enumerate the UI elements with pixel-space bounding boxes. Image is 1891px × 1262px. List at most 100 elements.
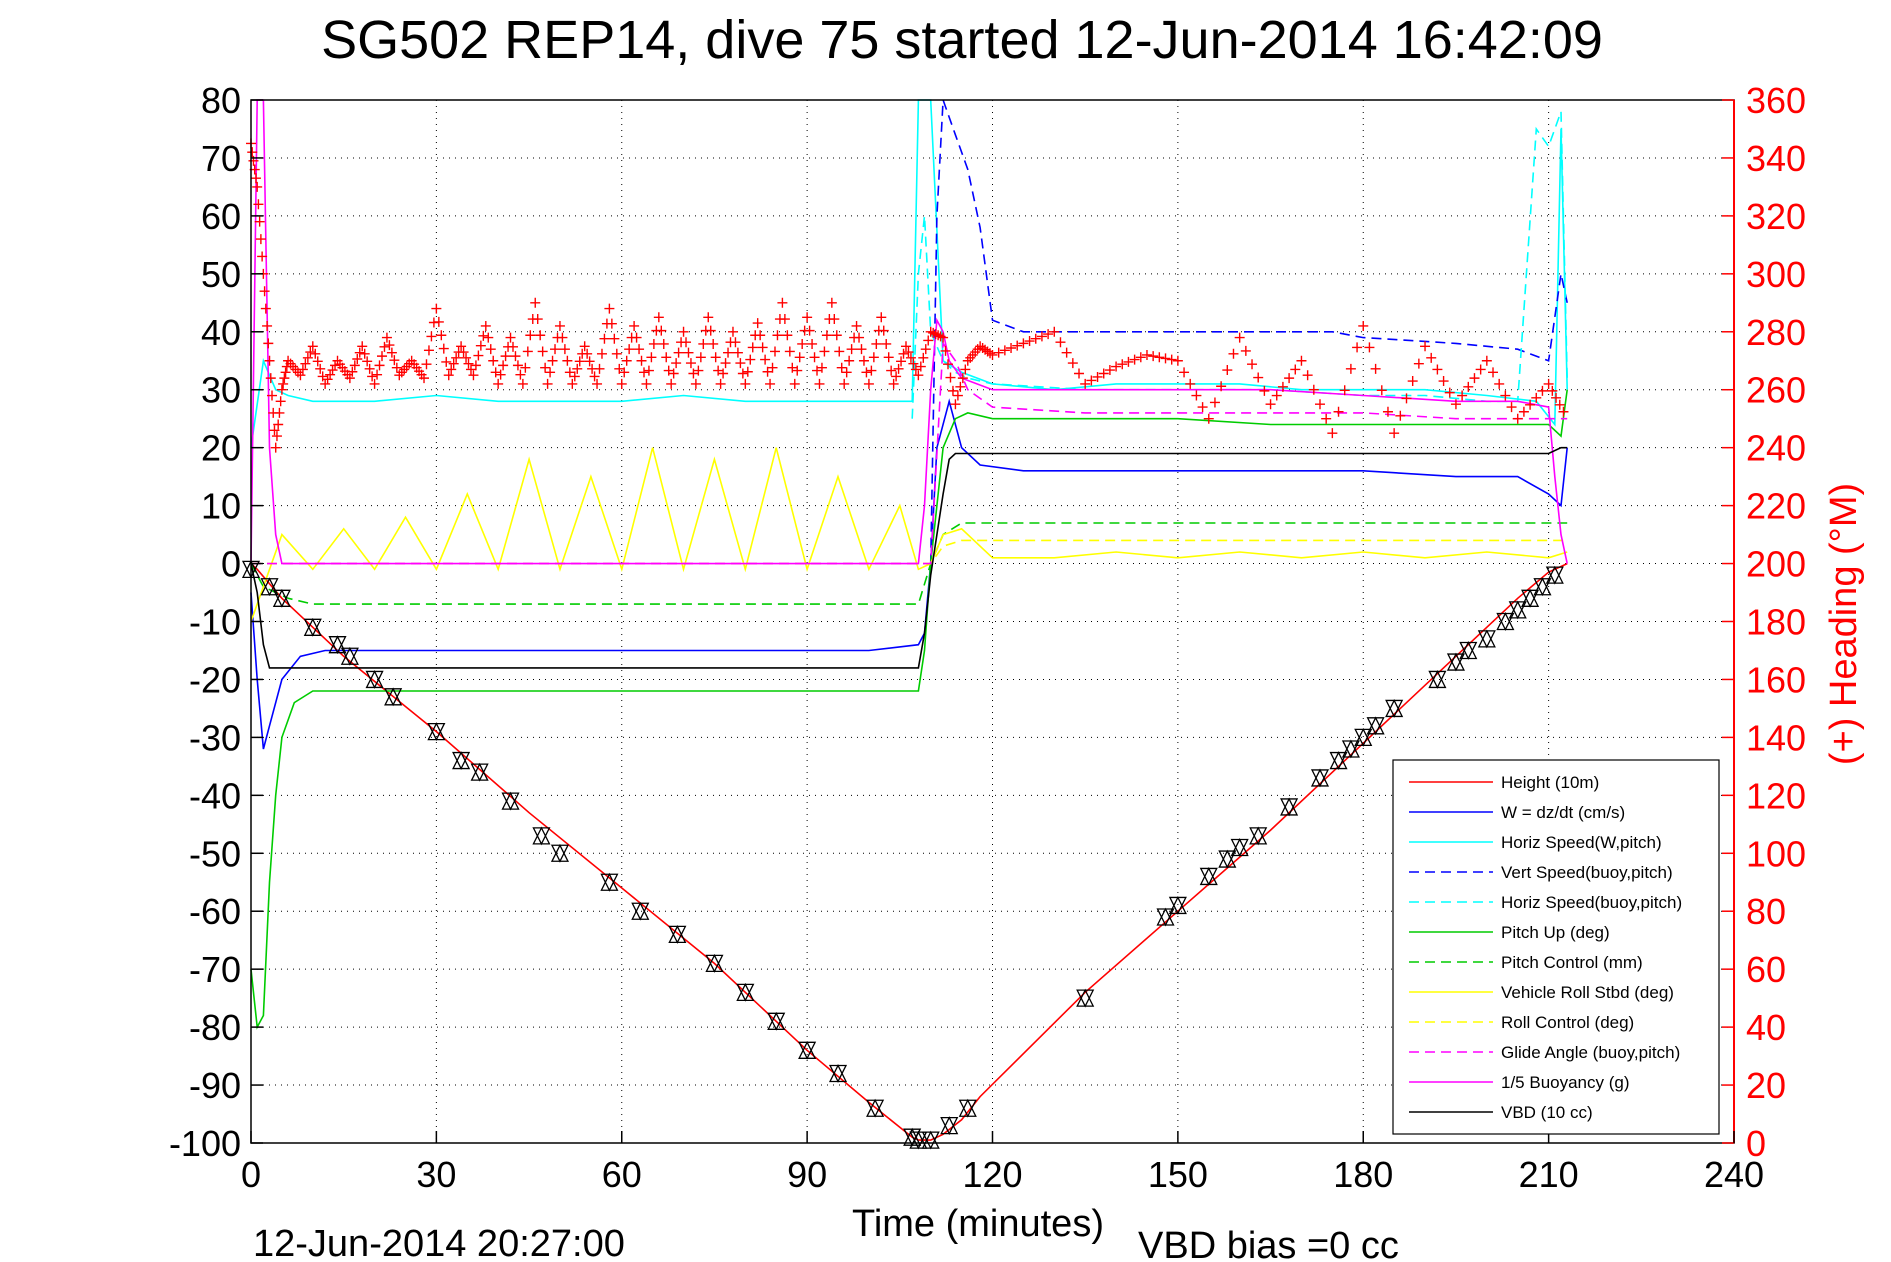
heading-marker bbox=[1234, 332, 1245, 343]
heading-marker bbox=[567, 378, 578, 389]
heading-marker bbox=[1420, 341, 1431, 352]
heading-marker bbox=[737, 368, 748, 379]
heading-marker bbox=[1086, 375, 1097, 386]
heading-marker bbox=[525, 330, 536, 341]
heading-marker bbox=[550, 344, 561, 355]
depth-marker bbox=[958, 1099, 977, 1118]
left-tick-label: -20 bbox=[189, 659, 241, 700]
heading-marker bbox=[671, 358, 682, 369]
heading-marker bbox=[264, 355, 275, 366]
heading-marker bbox=[574, 356, 585, 367]
x-axis-ticks: 0 30 60 90 120 150 180 210 240 bbox=[241, 1131, 1764, 1195]
heading-marker bbox=[1345, 363, 1356, 374]
heading-marker bbox=[1290, 364, 1301, 375]
heading-marker bbox=[473, 350, 484, 361]
heading-marker bbox=[364, 363, 375, 374]
heading-marker bbox=[279, 373, 290, 384]
heading-marker bbox=[270, 442, 281, 453]
depth-marker bbox=[1230, 838, 1249, 857]
heading-marker bbox=[443, 370, 454, 381]
heading-marker bbox=[557, 332, 568, 343]
series-line-3 bbox=[929, 99, 1568, 564]
heading-marker bbox=[302, 352, 313, 363]
heading-marker bbox=[374, 360, 385, 371]
heading-marker bbox=[1537, 385, 1548, 396]
heading-marker bbox=[344, 373, 355, 384]
heading-marker bbox=[1036, 331, 1047, 342]
left-tick-label: -60 bbox=[189, 891, 241, 932]
heading-marker bbox=[841, 367, 852, 378]
heading-marker bbox=[1209, 397, 1220, 408]
depth-marker bbox=[260, 577, 279, 596]
depth-marker bbox=[767, 1011, 786, 1030]
heading-marker bbox=[535, 330, 546, 341]
heading-marker bbox=[433, 316, 444, 327]
series-line-10 bbox=[250, 99, 1568, 565]
heading-marker bbox=[451, 352, 462, 363]
depth-marker bbox=[272, 588, 291, 607]
depth-marker bbox=[798, 1040, 817, 1059]
heading-marker bbox=[668, 368, 679, 379]
heading-marker bbox=[465, 364, 476, 375]
depth-marker bbox=[1366, 716, 1385, 735]
heading-marker bbox=[1506, 402, 1517, 413]
heading-marker bbox=[1067, 358, 1078, 369]
legend-label: Glide Angle (buoy,pitch) bbox=[1501, 1043, 1680, 1062]
heading-marker bbox=[594, 363, 605, 374]
left-tick-label: -40 bbox=[189, 775, 241, 816]
x-tick-label: 120 bbox=[962, 1154, 1022, 1195]
heading-marker bbox=[816, 362, 827, 373]
heading-marker bbox=[252, 181, 263, 192]
heading-marker bbox=[797, 338, 808, 349]
heading-marker bbox=[695, 352, 706, 363]
right-tick-label: 160 bbox=[1746, 659, 1806, 700]
depth-marker bbox=[1533, 577, 1552, 596]
legend-label: Pitch Up (deg) bbox=[1501, 923, 1610, 942]
heading-marker bbox=[461, 352, 472, 363]
heading-marker bbox=[1444, 387, 1455, 398]
heading-marker bbox=[690, 378, 701, 389]
heading-marker bbox=[1265, 399, 1276, 410]
heading-marker bbox=[683, 347, 694, 358]
left-tick-label: 10 bbox=[201, 486, 241, 527]
heading-marker bbox=[254, 216, 265, 227]
heading-marker bbox=[475, 340, 486, 351]
heading-marker bbox=[742, 366, 753, 377]
heading-marker bbox=[315, 363, 326, 374]
depth-marker bbox=[501, 791, 520, 810]
series-line-11 bbox=[250, 446, 1568, 669]
heading-marker bbox=[483, 332, 494, 343]
depth-marker bbox=[600, 872, 619, 891]
heading-marker bbox=[312, 356, 323, 367]
heading-marker bbox=[1277, 381, 1288, 392]
heading-marker bbox=[357, 341, 368, 352]
heading-marker bbox=[592, 378, 603, 389]
heading-marker bbox=[631, 332, 642, 343]
heading-marker bbox=[1475, 364, 1486, 375]
series-line-1 bbox=[250, 398, 1568, 750]
heading-marker bbox=[352, 354, 363, 365]
right-axis-ticks: 3603403203002802602402202001801601401201… bbox=[1722, 80, 1806, 1164]
heading-marker bbox=[1043, 329, 1054, 340]
heading-marker bbox=[307, 341, 318, 352]
depth-marker bbox=[365, 669, 384, 689]
depth-marker bbox=[1076, 988, 1095, 1007]
heading-marker bbox=[1141, 349, 1152, 360]
heading-marker bbox=[616, 378, 627, 389]
heading-marker bbox=[661, 352, 672, 363]
right-tick-label: 200 bbox=[1746, 544, 1806, 585]
depth-marker bbox=[828, 1064, 848, 1083]
heading-marker bbox=[606, 318, 617, 329]
heading-marker bbox=[1518, 406, 1529, 417]
heading-marker bbox=[1457, 390, 1468, 401]
heading-marker bbox=[456, 341, 467, 352]
heading-marker bbox=[582, 348, 593, 359]
heading-marker bbox=[893, 363, 904, 374]
heading-marker bbox=[829, 314, 840, 325]
heading-marker bbox=[271, 431, 282, 442]
depth-marker bbox=[631, 902, 650, 921]
heading-marker bbox=[856, 344, 867, 355]
heading-marker bbox=[1197, 402, 1208, 413]
right-tick-label: 40 bbox=[1746, 1007, 1786, 1048]
